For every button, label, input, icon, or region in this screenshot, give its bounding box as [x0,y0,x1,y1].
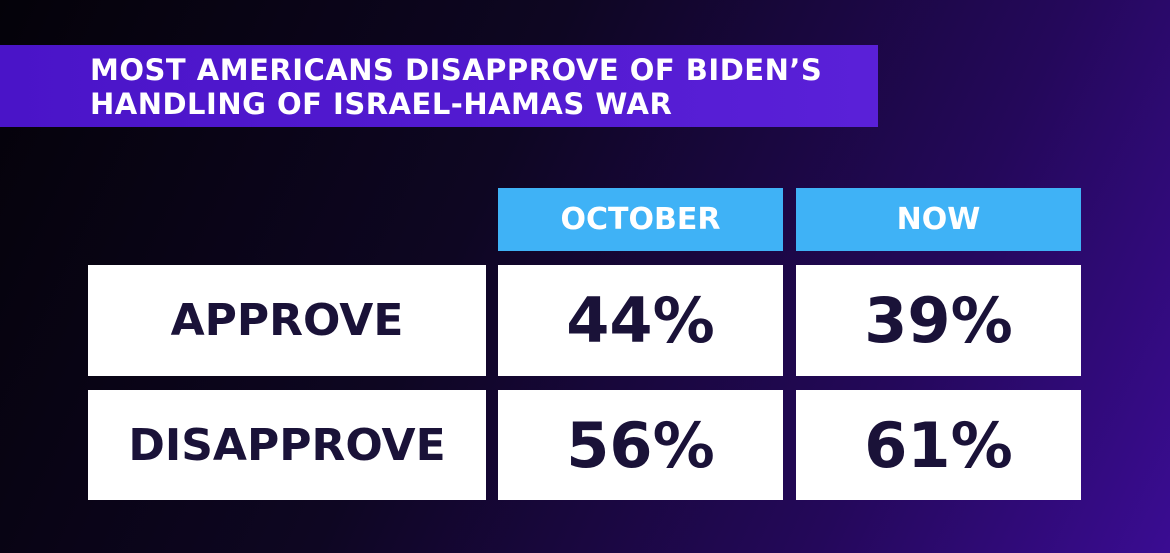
row-label: DISAPPROVE [88,390,486,500]
title-line: HANDLING OF ISRAEL-HAMAS WAR [90,87,673,121]
value-cell: 39% [796,265,1081,376]
column-header: OCTOBER [498,188,783,251]
value-cell: 61% [796,390,1081,500]
value-cell: 44% [498,265,783,376]
title-line: MOST AMERICANS DISAPPROVE OF BIDEN’S [90,53,823,87]
row-label: APPROVE [88,265,486,376]
value-cell: 56% [498,390,783,500]
title-banner: MOST AMERICANS DISAPPROVE OF BIDEN’S HAN… [0,45,878,127]
column-header: NOW [796,188,1081,251]
